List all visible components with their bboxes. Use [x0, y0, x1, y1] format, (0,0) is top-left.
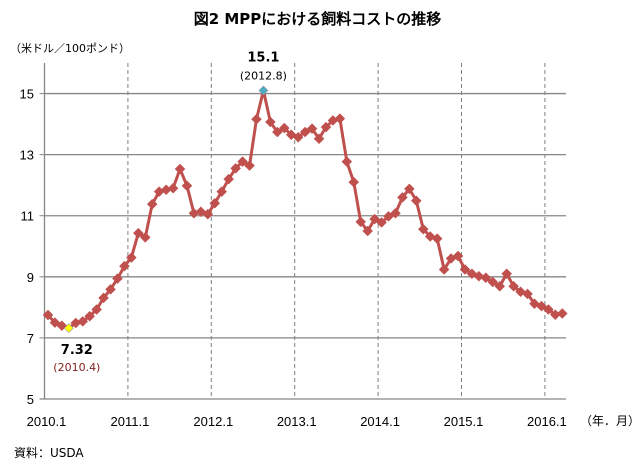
y-tick-label: 9	[27, 270, 34, 285]
data-point	[487, 276, 499, 288]
y-tick-label: 5	[27, 392, 34, 407]
data-point	[355, 216, 367, 228]
data-point	[216, 186, 228, 197]
data-point	[119, 260, 130, 272]
data-point	[362, 225, 374, 237]
x-tick-label: 2013.1	[277, 414, 317, 429]
annotation-value: 15.1	[247, 50, 279, 65]
data-point	[501, 268, 513, 280]
data-point	[556, 308, 568, 319]
data-point	[202, 208, 214, 220]
data-point	[473, 270, 485, 282]
data-point	[84, 310, 96, 322]
data-point	[376, 217, 387, 228]
data-point	[438, 264, 450, 275]
y-tick-label: 7	[27, 331, 34, 346]
data-point	[230, 163, 241, 174]
data-point	[278, 122, 290, 134]
x-tick-label: 2016.1	[527, 414, 567, 429]
data-point	[306, 123, 318, 135]
data-point	[410, 195, 422, 207]
data-point	[112, 273, 123, 285]
highlight-marker	[63, 323, 74, 334]
data-point	[522, 288, 533, 300]
data-point	[167, 182, 179, 194]
data-point	[105, 283, 116, 295]
data-point	[313, 133, 325, 145]
data-point	[320, 121, 332, 133]
data-point	[77, 316, 89, 327]
highlight-marker	[258, 85, 269, 96]
data-point	[480, 272, 492, 284]
data-point	[543, 304, 554, 315]
data-point	[237, 156, 248, 168]
x-axis-unit: （年．月）	[580, 414, 635, 428]
data-point	[404, 183, 415, 195]
data-point	[459, 264, 471, 275]
data-point	[508, 280, 519, 292]
source-note: 資料：USDA	[14, 446, 84, 460]
data-point	[174, 163, 186, 175]
series-line	[46, 88, 563, 330]
data-point	[397, 192, 408, 203]
data-point	[431, 233, 443, 244]
x-tick-label: 2015.1	[444, 414, 484, 429]
annotation-value: 7.32	[61, 343, 93, 358]
data-point	[223, 173, 235, 185]
data-point	[139, 232, 151, 243]
data-point	[244, 160, 255, 171]
data-point	[390, 207, 401, 219]
data-point	[334, 113, 346, 124]
annotation-date: (2012.8)	[240, 69, 287, 82]
data-point	[42, 309, 54, 321]
chart-title: 図2 MPPにおける飼料コストの推移	[193, 10, 442, 28]
data-point	[91, 304, 102, 315]
y-axis-unit: （米ドル／100ポンド）	[10, 42, 130, 55]
data-point	[452, 250, 464, 262]
data-point	[209, 197, 221, 209]
data-point	[146, 198, 158, 210]
x-tick-label: 2010.1	[27, 414, 67, 429]
x-tick-label: 2012.1	[193, 414, 233, 429]
x-tick-label: 2011.1	[111, 414, 150, 429]
data-point	[292, 131, 304, 143]
data-point	[132, 227, 144, 239]
data-point	[181, 180, 193, 192]
data-point	[341, 156, 353, 168]
data-point	[417, 223, 429, 235]
annotation-date: (2010.4)	[53, 361, 100, 374]
y-tick-label: 15	[20, 87, 34, 102]
y-tick-label: 11	[21, 209, 35, 224]
x-tick-label: 2014.1	[360, 414, 400, 429]
data-point	[494, 280, 506, 292]
data-point	[126, 252, 137, 263]
data-point	[98, 292, 109, 304]
data-point	[348, 176, 360, 188]
data-point	[265, 116, 276, 128]
data-point	[251, 113, 262, 125]
y-tick-label: 13	[20, 148, 34, 163]
data-point	[271, 126, 283, 138]
